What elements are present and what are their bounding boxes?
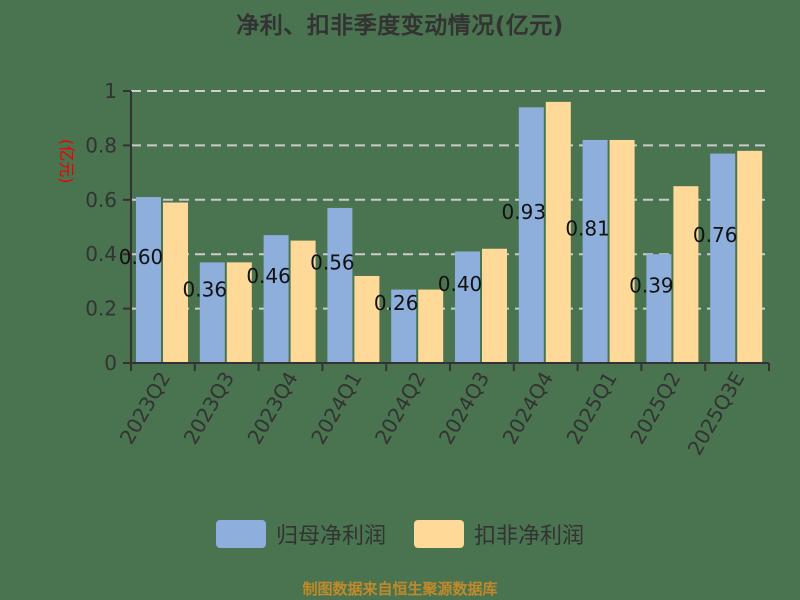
x-tick-label: 2025Q3E	[683, 368, 750, 460]
bar-deducted-net-profit	[354, 275, 380, 363]
legend-swatch-deducted-net-profit	[414, 520, 464, 548]
chart-title: 净利、扣非季度变动情况(亿元)	[236, 13, 564, 39]
bar-deducted-net-profit	[673, 186, 699, 363]
y-tick-label: 1	[104, 79, 117, 103]
x-tick-label: 2023Q2	[115, 368, 175, 449]
x-tick-label: 2024Q1	[306, 368, 366, 449]
bar-net-profit	[582, 139, 608, 363]
source-footer: 制图数据来自恒生聚源数据库	[302, 580, 498, 598]
x-tick-label: 2025Q2	[625, 368, 685, 449]
y-tick-label: 0.4	[85, 242, 117, 266]
bar-deducted-net-profit	[609, 139, 635, 363]
legend-label-deducted-net-profit: 扣非净利润	[474, 524, 585, 549]
bar-net-profit	[710, 153, 736, 363]
bar-net-profit	[263, 235, 289, 363]
bar-deducted-net-profit	[737, 150, 763, 363]
data-label: 0.56	[310, 250, 355, 274]
bar-deducted-net-profit	[545, 101, 571, 363]
bar-deducted-net-profit	[226, 262, 252, 363]
bar-net-profit	[646, 254, 672, 363]
legend-item-net-profit[interactable]: 归母净利润	[215, 518, 386, 550]
data-label: 0.26	[374, 291, 419, 315]
x-tick-label: 2023Q3	[179, 368, 239, 449]
data-labels: 0.60 0.36 0.46 0.56 0.26 0.40 0.93 0.81 0.39 0.76	[119, 200, 738, 315]
bar-deducted-net-profit	[163, 202, 188, 363]
x-tick-label: 2024Q4	[498, 368, 558, 449]
data-label: 0.76	[693, 223, 738, 247]
x-tick-label: 2024Q2	[370, 368, 430, 449]
bar-net-profit	[391, 289, 417, 363]
data-label: 0.40	[438, 272, 483, 296]
data-label: 0.36	[183, 278, 228, 302]
data-label: 0.93	[502, 200, 547, 224]
bar-deducted-net-profit	[290, 240, 316, 363]
bar-net-profit	[455, 251, 480, 363]
bars	[136, 101, 763, 363]
y-tick-label: 0.2	[85, 297, 117, 321]
x-tick-label: 2025Q1	[561, 368, 621, 449]
data-label: 0.60	[119, 245, 164, 269]
data-label: 0.81	[565, 216, 610, 240]
legend-swatch-net-profit	[215, 520, 266, 548]
y-tick-label: 0.8	[85, 133, 117, 157]
data-label: 0.46	[246, 264, 291, 288]
bar-net-profit	[327, 207, 353, 363]
data-label: 0.39	[629, 273, 674, 297]
y-tick-label: 0.6	[85, 188, 117, 212]
bar-net-profit	[518, 107, 544, 363]
y-tick-label: 0	[104, 351, 117, 375]
x-tick-label: 2023Q4	[242, 368, 302, 449]
legend-item-deducted-net-profit[interactable]: 扣非净利润	[414, 518, 584, 550]
legend: 归母净利润 扣非净利润	[0, 518, 800, 550]
bar-net-profit	[199, 262, 225, 363]
legend-label-net-profit: 归母净利润	[275, 524, 386, 549]
bar-deducted-net-profit	[418, 289, 444, 363]
bar-deducted-net-profit	[482, 248, 507, 363]
x-tick-label: 2024Q3	[434, 368, 494, 449]
bar-net-profit	[136, 197, 161, 363]
